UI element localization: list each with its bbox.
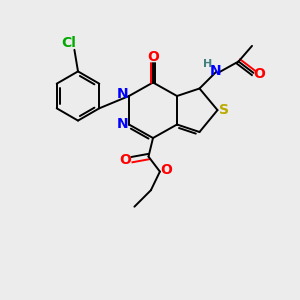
- Text: O: O: [253, 68, 265, 81]
- Text: N: N: [210, 64, 222, 78]
- Text: N: N: [117, 118, 128, 131]
- Text: O: O: [119, 153, 131, 166]
- Text: Cl: Cl: [61, 36, 76, 50]
- Text: H: H: [203, 58, 212, 69]
- Text: S: S: [219, 103, 229, 117]
- Text: N: N: [117, 88, 128, 101]
- Text: O: O: [160, 163, 172, 177]
- Text: O: O: [147, 50, 159, 64]
